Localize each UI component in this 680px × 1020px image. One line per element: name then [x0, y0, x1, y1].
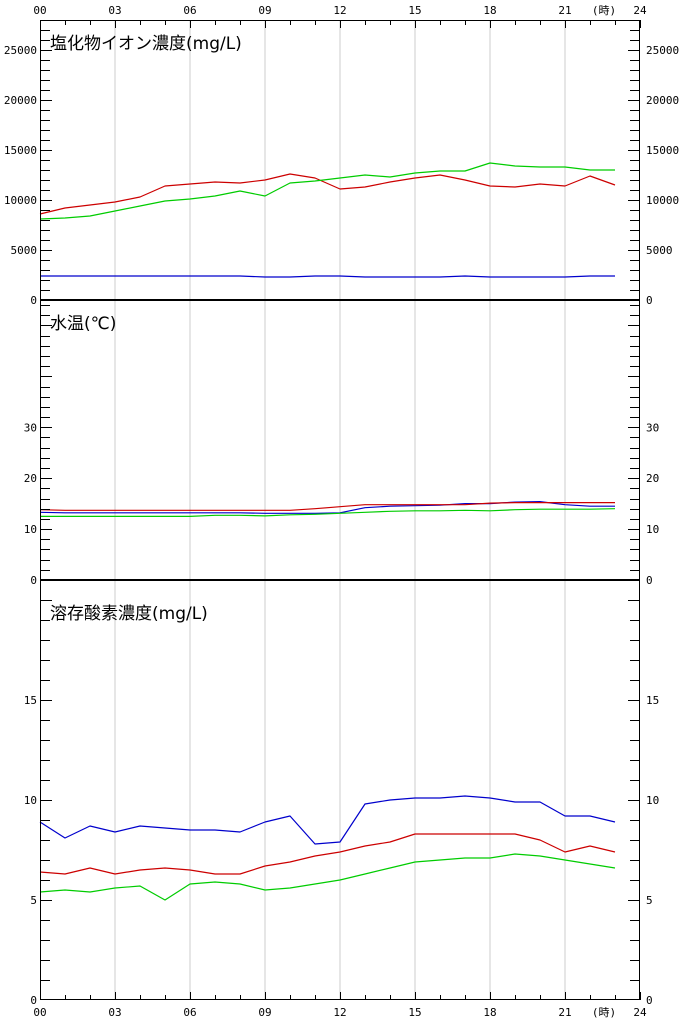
y-tick-label-right-dissolved-oxygen: 5 — [646, 894, 653, 907]
y-tick-label-left-dissolved-oxygen: 0 — [30, 994, 37, 1007]
y-tick-label-left-water-temperature: 0 — [30, 574, 37, 587]
y-tick-label-right-chloride: 5000 — [646, 244, 673, 257]
panel-title-chloride: 塩化物イオン濃度(mg/L) — [50, 34, 242, 54]
y-tick-label-left-dissolved-oxygen: 5 — [30, 894, 37, 907]
x-tick-label-bottom: 12 — [333, 1006, 346, 1019]
y-tick-label-left-water-temperature: 30 — [24, 421, 37, 434]
y-tick-label-right-chloride: 15000 — [646, 144, 679, 157]
y-tick-label-left-water-temperature: 10 — [24, 523, 37, 536]
y-tick-label-right-water-temperature: 10 — [646, 523, 659, 536]
x-tick-label-top: 18 — [483, 4, 496, 17]
grid-layer — [114, 20, 566, 1000]
series-line-water-temperature-green — [40, 508, 616, 518]
x-unit-label-top: (時) — [592, 4, 616, 17]
series-line-chloride-red — [39, 173, 616, 215]
y-tick-label-right-water-temperature: 0 — [646, 574, 653, 587]
x-tick-label-bottom: 06 — [183, 1006, 196, 1019]
series-line-dissolved-oxygen-green — [39, 853, 616, 901]
y-tick-label-right-dissolved-oxygen: 10 — [646, 794, 659, 807]
series-line-water-temperature-red — [39, 502, 615, 511]
y-tick-label-right-chloride: 25000 — [646, 44, 679, 57]
y-tick-label-right-chloride: 10000 — [646, 194, 679, 207]
y-tick-label-left-chloride: 25000 — [4, 44, 37, 57]
y-tick-label-left-chloride: 20000 — [4, 94, 37, 107]
panel-frame-water-temperature — [40, 300, 640, 580]
series-line-chloride-blue — [40, 275, 615, 278]
y-tick-label-right-chloride: 0 — [646, 294, 653, 307]
y-tick-label-left-chloride: 15000 — [4, 144, 37, 157]
x-tick-label-top: 03 — [108, 4, 121, 17]
y-tick-label-right-dissolved-oxygen: 15 — [646, 694, 659, 707]
y-tick-label-left-dissolved-oxygen: 10 — [24, 794, 37, 807]
y-tick-label-right-water-temperature: 20 — [646, 472, 659, 485]
y-tick-label-left-water-temperature: 20 — [24, 472, 37, 485]
x-tick-label-bottom: 24 — [633, 1006, 647, 1019]
x-tick-label-bottom: 09 — [258, 1006, 271, 1019]
y-tick-label-right-chloride: 20000 — [646, 94, 679, 107]
series-line-chloride-green — [39, 162, 615, 220]
y-tick-label-right-dissolved-oxygen: 0 — [646, 994, 653, 1007]
x-tick-label-top: 21 — [558, 4, 571, 17]
x-tick-label-top: 00 — [33, 4, 46, 17]
tick-layer — [40, 20, 641, 1000]
x-tick-label-bottom: 15 — [408, 1006, 421, 1019]
y-tick-label-left-chloride: 0 — [30, 294, 37, 307]
x-unit-label-bottom: (時) — [592, 1006, 616, 1019]
series-line-dissolved-oxygen-red — [39, 833, 616, 875]
x-tick-label-top: 24 — [633, 4, 647, 17]
series-line-dissolved-oxygen-blue — [39, 795, 616, 845]
y-tick-label-left-chloride: 5000 — [11, 244, 38, 257]
x-tick-label-top: 09 — [258, 4, 271, 17]
y-tick-label-left-dissolved-oxygen: 15 — [24, 694, 37, 707]
panel-title-water-temperature: 水温(℃) — [50, 314, 116, 334]
x-tick-label-top: 15 — [408, 4, 421, 17]
series-layer — [39, 162, 616, 901]
x-tick-label-top: 06 — [183, 4, 196, 17]
x-tick-label-bottom: 21 — [558, 1006, 571, 1019]
x-tick-label-bottom: 00 — [33, 1006, 46, 1019]
x-tick-label-bottom: 03 — [108, 1006, 121, 1019]
y-tick-label-right-water-temperature: 30 — [646, 421, 659, 434]
x-tick-label-bottom: 18 — [483, 1006, 496, 1019]
x-tick-label-top: 12 — [333, 4, 346, 17]
y-tick-label-left-chloride: 10000 — [4, 194, 37, 207]
panel-title-dissolved-oxygen: 溶存酸素濃度(mg/L) — [50, 604, 208, 624]
